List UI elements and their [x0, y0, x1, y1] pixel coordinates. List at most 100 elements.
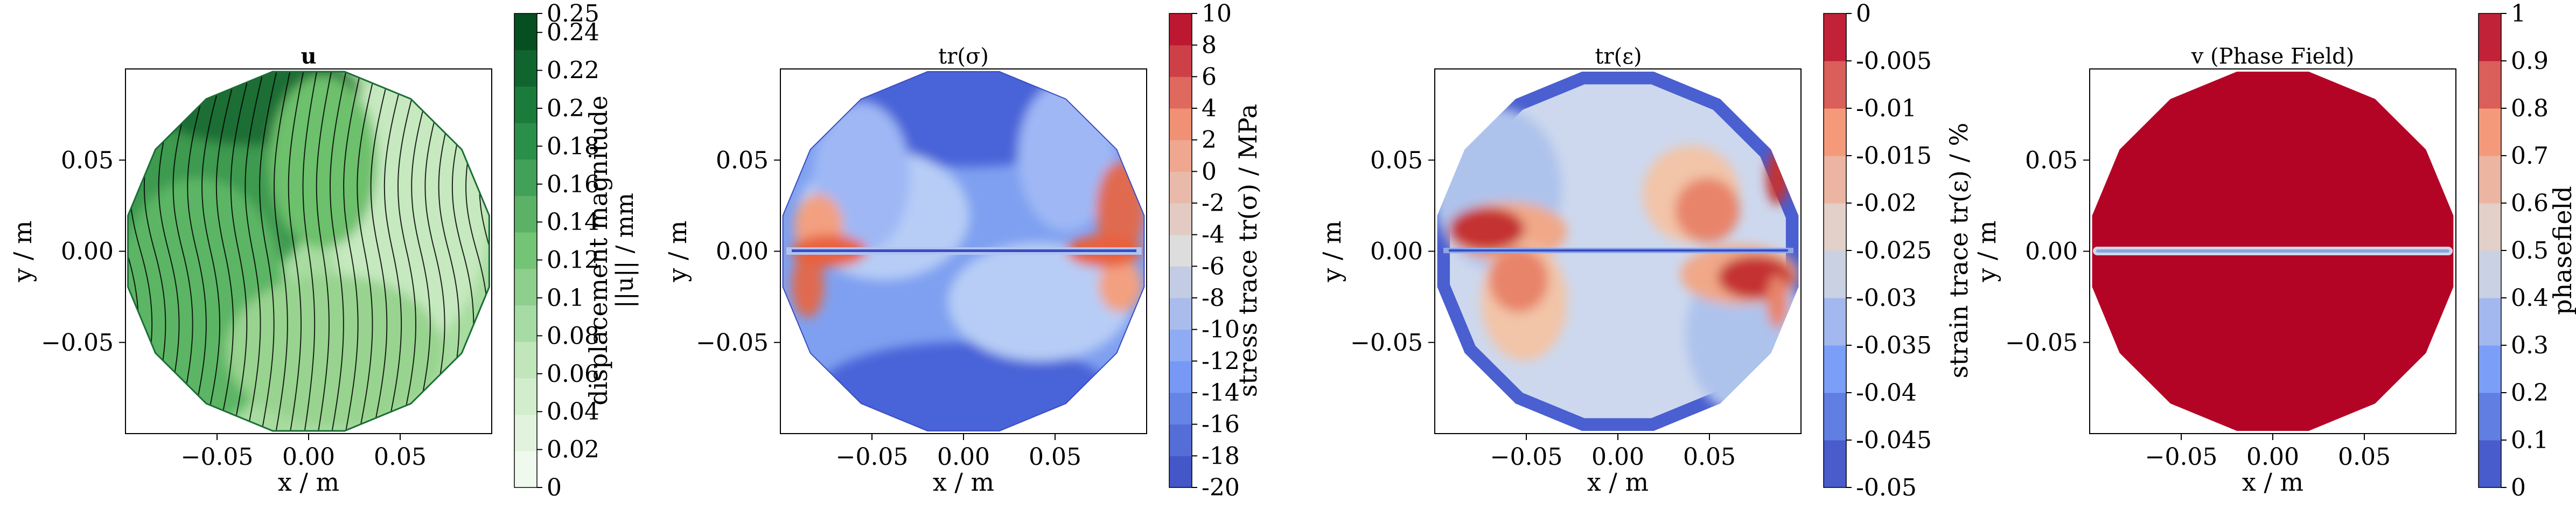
colorbar-band	[1824, 440, 1846, 488]
colorbar-frame	[1169, 13, 1192, 488]
domain-outline-1	[127, 71, 490, 432]
panel-stress: tr(σ) -20-18-16-14-12-10-8-6-4-20246810s…	[780, 0, 1262, 501]
streamline	[329, 72, 347, 431]
panel-title-3: tr(ε)	[1595, 44, 1642, 69]
streamline	[316, 72, 333, 431]
colorbar-2: -20-18-16-14-12-10-8-6-4-20246810stress …	[1169, 0, 1262, 501]
streamline	[397, 72, 421, 431]
x-axis-label: x / m	[2242, 468, 2303, 497]
colorbar-band	[514, 196, 537, 233]
colorbar-tick-label: 0.1	[2511, 427, 2549, 454]
colorbar-band	[2479, 250, 2501, 298]
panel-title-4: v (Phase Field)	[2191, 44, 2355, 69]
streamline	[201, 72, 225, 431]
panel-title-2: tr(σ)	[938, 44, 989, 69]
panel-strain: tr(ε) -0.05 -0.045 -0.04 -0.035 -0.03 -0.025 -…	[1434, 0, 1973, 501]
colorbar-tick-label: 0.1	[547, 284, 584, 312]
colorbar-band	[514, 232, 537, 269]
colorbar-band	[514, 268, 537, 306]
y-tick-label: 0.00	[61, 238, 114, 266]
colorbar-tick-label: -16	[1202, 411, 1240, 438]
y-tick-label: 0.05	[2025, 147, 2078, 174]
colorbar-tick-label: 4	[1202, 95, 1217, 122]
colorbar-band	[1824, 203, 1846, 251]
colorbar-4: 0 0.1 0.2 0.3 0.4 0.5 0.6 0.7 0.8 0.9 1 phasefield	[2478, 0, 2576, 501]
colorbar-tick-label: -4	[1202, 221, 1225, 249]
colorbar-tick-label: -18	[1202, 442, 1240, 470]
colorbar-tick-label: -0.02	[1856, 190, 1917, 217]
colorbar-tick-label: 0.22	[547, 57, 599, 85]
colorbar-band	[514, 86, 537, 123]
y-tick-label: 0.00	[716, 238, 769, 266]
colorbar-band	[514, 123, 537, 160]
colorbar-tick-label: 0.8	[2511, 95, 2549, 122]
colorbar-tick-label: -0.035	[1856, 332, 1932, 359]
colorbar-band	[2479, 298, 2501, 346]
colorbar-tick-label: 0.06	[547, 360, 599, 388]
streamline	[172, 72, 198, 431]
x-tick-label: 0.00	[1591, 443, 1644, 471]
colorbar-tick-label: -6	[1202, 253, 1225, 280]
colorbar-band	[2479, 203, 2501, 251]
x-axis-label: x / m	[1587, 468, 1649, 497]
colorbar-band	[1169, 45, 1192, 77]
streamline	[411, 72, 435, 431]
colorbar-band	[514, 13, 537, 51]
colorbar-band	[1169, 108, 1192, 141]
panel-phasefield: v (Phase Field) 0 0.1 0.2 0.3 0.4 0.5 0.6 0.7 0.…	[2089, 0, 2576, 501]
colorbar-tick-label: 0	[547, 474, 562, 501]
colorbar-band	[514, 50, 537, 87]
colorbar-band	[1169, 424, 1192, 456]
streamline	[187, 72, 211, 431]
colorbar-label: phasefield	[2548, 186, 2576, 315]
streamline	[288, 72, 305, 431]
colorbar-tick-label: 0.24	[547, 19, 599, 46]
streamline	[230, 72, 251, 431]
colorbar-tick-label: 0.08	[547, 322, 599, 350]
colorbar-band	[1824, 345, 1846, 393]
colorbar-band	[514, 341, 537, 379]
colorbar-tick-label: -10	[1202, 316, 1240, 344]
colorbar-band	[514, 414, 537, 451]
y-tick-label: −0.05	[1350, 329, 1423, 357]
colorbar-tick-label: 0.2	[2511, 379, 2549, 407]
y-axis-label: y / m	[1317, 220, 1346, 282]
colorbar-tick-label: -12	[1202, 347, 1240, 375]
colorbar-tick-label: -0.01	[1856, 95, 1917, 122]
x-tick-label: −0.05	[836, 443, 909, 471]
colorbar-tick-label: 0	[1202, 158, 1217, 185]
colorbar-band	[1824, 393, 1846, 441]
x-axis-label: x / m	[278, 468, 339, 497]
colorbar-band	[1169, 361, 1192, 393]
colorbar-band	[1824, 156, 1846, 204]
x-tick-label: 0.00	[937, 443, 990, 471]
colorbar-tick-label: 0.6	[2511, 190, 2549, 217]
colorbar-tick-label: -0.04	[1856, 379, 1917, 407]
colorbar-tick-label: 0.3	[2511, 332, 2549, 359]
y-tick-label: 0.05	[61, 147, 114, 174]
colorbar-band	[1169, 234, 1192, 267]
y-axis-label: y / m	[663, 220, 692, 282]
colorbar-band	[1169, 266, 1192, 298]
x-tick-label: −0.05	[2145, 443, 2218, 471]
colorbar-tick-label: -0.03	[1856, 284, 1917, 312]
colorbar-tick-label: -0.025	[1856, 237, 1932, 264]
colorbar-tick-label: 0.5	[2511, 237, 2549, 264]
colorbar-tick-label: 2	[1202, 127, 1217, 154]
domain-outline-2	[782, 71, 1145, 431]
colorbar-band	[1169, 393, 1192, 425]
x-tick-label: −0.05	[181, 443, 254, 471]
colorbar-tick-label: 0	[1856, 0, 1871, 27]
displacement-field	[128, 72, 490, 431]
colorbar-tick-label: -0.005	[1856, 47, 1932, 75]
colorbar-tick-label: -20	[1202, 474, 1240, 501]
colorbar-1: 0 0.02 0.04 0.06 0.08 0.1 0.12 0.14 0.16 0.18 0.2 0…	[514, 0, 639, 501]
colorbar-tick-label: 10	[1202, 0, 1232, 27]
colorbar-band	[1169, 13, 1192, 46]
colorbar-band	[1824, 13, 1846, 61]
colorbar-tick-label: -0.05	[1856, 474, 1917, 501]
colorbar-band	[2479, 393, 2501, 441]
x-tick-label: 0.05	[374, 443, 427, 471]
colorbar-band	[1824, 61, 1846, 109]
colorbar-tick-label: -0.045	[1856, 427, 1932, 454]
